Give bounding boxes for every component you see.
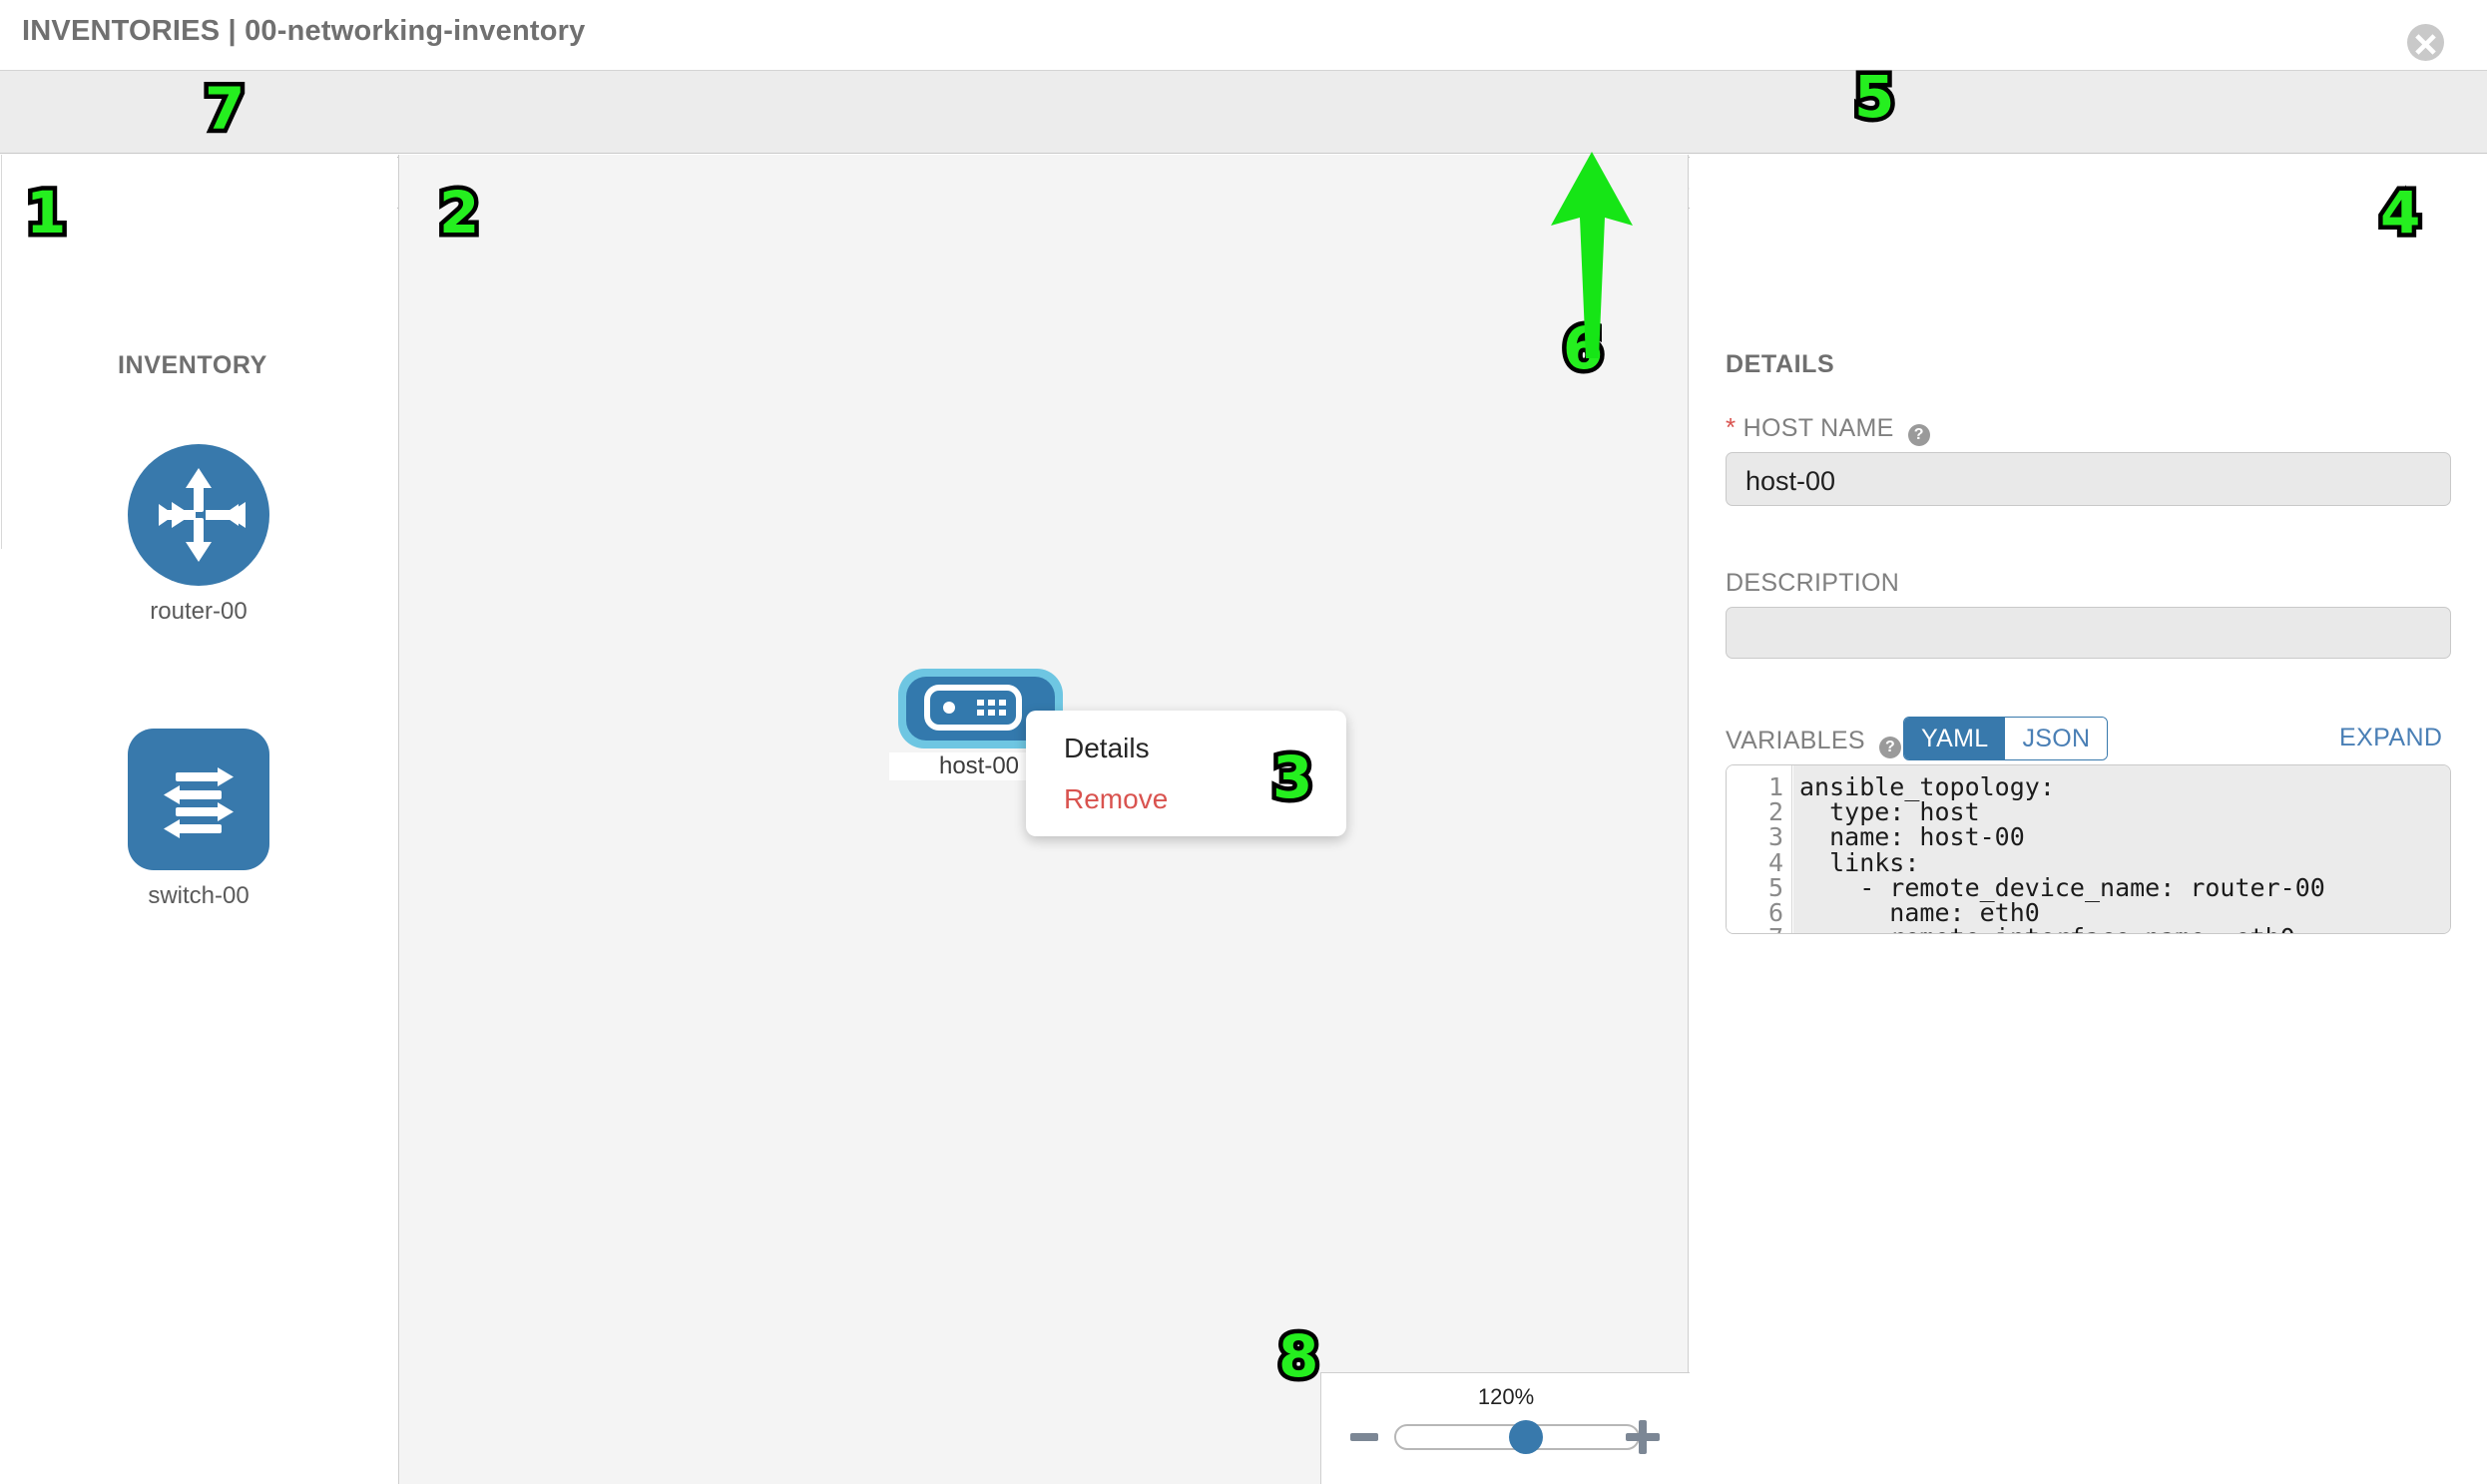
topology-canvas[interactable]: host-00 Details Remove 120% <box>398 155 1690 1484</box>
line-number: 3 <box>1767 822 1783 852</box>
toolbar: ACTIONS SEARCH <box>0 70 2487 209</box>
host-name-label-text: HOST NAME <box>1742 414 1894 442</box>
code-line: - remote_device_name: router-00 <box>1799 872 2325 902</box>
zoom-control-panel: 120% <box>1320 1372 1690 1484</box>
switch-icon <box>128 729 269 870</box>
expand-link[interactable]: EXPAND <box>2339 724 2443 751</box>
router-icon <box>128 444 269 586</box>
variables-label-text: VARIABLES <box>1726 727 1865 754</box>
sidebar-item-label: router-00 <box>150 598 248 625</box>
variables-code-editor[interactable]: 1 2 3 4 5 6 7 ansible_topology: type: ho… <box>1726 764 2451 934</box>
question-mark-icon[interactable]: ? <box>1907 424 1930 446</box>
details-panel: DETAILS * HOST NAME ? host-00 DESCRIPTIO… <box>1690 155 2487 1484</box>
line-number: 2 <box>1767 797 1783 827</box>
sidebar-title: INVENTORY <box>118 351 267 379</box>
question-mark-icon[interactable]: ? <box>1879 737 1902 758</box>
host-name-value: host-00 <box>1745 466 1836 496</box>
line-number: 7 <box>1727 925 1791 933</box>
sidebar-item-switch-00[interactable]: switch-00 <box>0 729 397 910</box>
page-title: INVENTORIES | 00-networking-inventory <box>22 15 586 47</box>
code-line: type: host <box>1799 797 1980 827</box>
details-panel-title: DETAILS <box>1726 350 1835 378</box>
code-line: links: <box>1799 847 1920 877</box>
context-menu-item-details[interactable]: Details <box>1064 733 1150 763</box>
required-marker: * <box>1726 412 1737 442</box>
variables-format-toggle[interactable]: YAML JSON <box>1903 717 2109 760</box>
sidebar-item-router-00[interactable]: router-00 <box>0 444 397 626</box>
inventory-sidebar: INVENTORY router-00 <box>0 155 397 1484</box>
line-number: 1 <box>1767 772 1783 801</box>
code-line: name: eth0 <box>1799 897 2040 927</box>
format-option-json[interactable]: JSON <box>2005 718 2108 759</box>
host-name-label: * HOST NAME ? <box>1726 412 1930 446</box>
variables-label: VARIABLES ? <box>1726 727 1902 758</box>
description-field[interactable] <box>1726 607 2451 659</box>
node-context-menu[interactable]: Details Remove <box>1026 711 1346 836</box>
sidebar-divider <box>1 155 2 549</box>
line-number: 4 <box>1767 847 1783 877</box>
description-label: DESCRIPTION <box>1726 569 1900 597</box>
host-name-field[interactable]: host-00 <box>1726 452 2451 506</box>
code-line: ansible_topology: <box>1799 772 2055 801</box>
sidebar-item-label: switch-00 <box>148 882 249 909</box>
code-line: remote_interface_name: eth0 <box>1793 925 2450 933</box>
zoom-slider-thumb[interactable] <box>1509 1420 1543 1454</box>
context-menu-item-remove[interactable]: Remove <box>1064 783 1169 814</box>
code-line: name: host-00 <box>1799 822 2025 852</box>
window-title-bar: INVENTORIES | 00-networking-inventory <box>0 0 2487 70</box>
server-chassis-icon <box>924 685 1022 736</box>
zoom-percent-label: 120% <box>1477 1384 1535 1409</box>
editor-code-area[interactable]: ansible_topology: type: host name: host-… <box>1793 765 2450 933</box>
plus-icon[interactable] <box>1626 1420 1660 1454</box>
format-option-yaml[interactable]: YAML <box>1904 718 2006 759</box>
line-number: 6 <box>1767 897 1783 927</box>
minus-icon[interactable] <box>1350 1433 1378 1441</box>
close-icon[interactable] <box>2407 24 2444 61</box>
editor-line-number-gutter: 1 2 3 4 5 6 7 <box>1727 765 1792 933</box>
line-number: 5 <box>1767 872 1783 902</box>
